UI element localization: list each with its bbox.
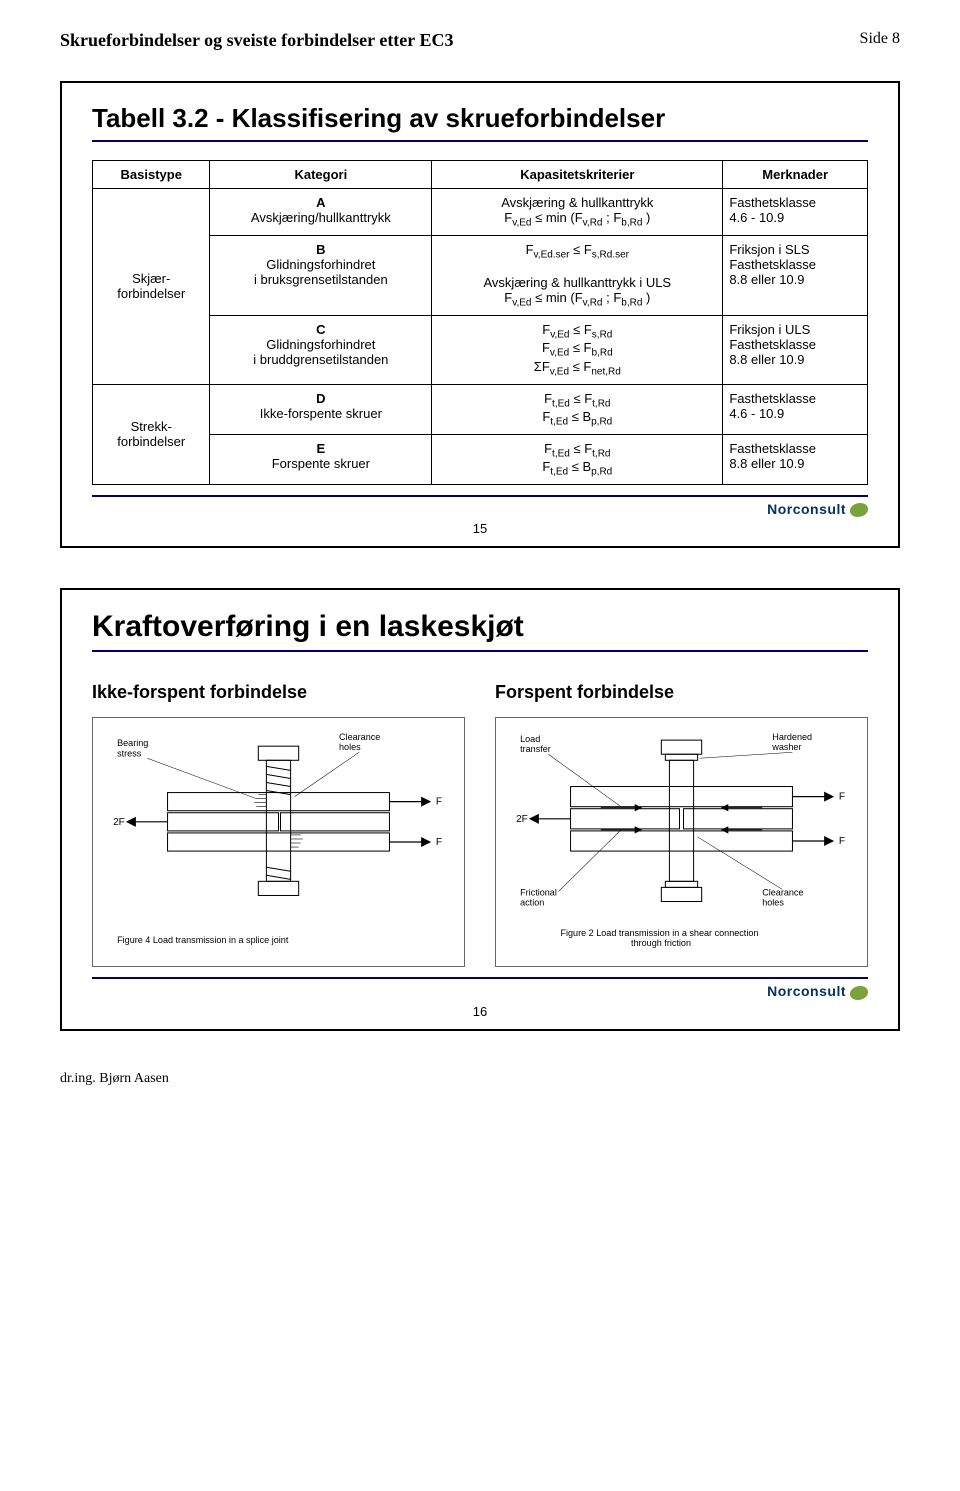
brand-text: Norconsult bbox=[767, 501, 846, 517]
svg-text:Clearance: Clearance bbox=[762, 888, 803, 898]
svg-text:F: F bbox=[839, 836, 845, 847]
svg-text:Bearing: Bearing bbox=[117, 738, 148, 748]
th-basistype: Basistype bbox=[93, 161, 210, 189]
slide-number: 16 bbox=[92, 1004, 868, 1019]
fig-caption: Figure 4 Load transmission in a splice j… bbox=[117, 935, 289, 945]
cell-krit: Avskjæring & hullkanttrykkFv,Ed ≤ min (F… bbox=[432, 189, 723, 236]
divider bbox=[92, 977, 868, 979]
svg-text:2F: 2F bbox=[113, 817, 125, 828]
cell-kat: DIkke-forspente skruer bbox=[210, 384, 432, 434]
header-right: Side 8 bbox=[860, 30, 900, 51]
brand-icon bbox=[849, 503, 869, 517]
cell-krit: Ft,Ed ≤ Ft,RdFt,Ed ≤ Bp,Rd bbox=[432, 384, 723, 434]
slide-number: 15 bbox=[92, 521, 868, 536]
cell-merk: Fasthetsklasse8.8 eller 10.9 bbox=[723, 434, 868, 484]
two-column-layout: Ikke-forspent forbindelse bbox=[92, 682, 868, 967]
brand-logo: Norconsult bbox=[92, 501, 868, 517]
th-merknader: Merknader bbox=[723, 161, 868, 189]
divider bbox=[92, 495, 868, 497]
svg-text:transfer: transfer bbox=[520, 744, 551, 754]
brand-text: Norconsult bbox=[767, 983, 846, 999]
svg-text:holes: holes bbox=[762, 898, 784, 908]
fig-caption: Figure 2 Load transmission in a shear co… bbox=[560, 928, 758, 938]
cell-krit: Fv,Ed ≤ Fs,RdFv,Ed ≤ Fb,RdΣFv,Ed ≤ Fnet,… bbox=[432, 315, 723, 384]
right-heading: Forspent forbindelse bbox=[495, 682, 868, 703]
classification-table: Basistype Kategori Kapasitetskriterier M… bbox=[92, 160, 868, 485]
svg-text:Frictional: Frictional bbox=[520, 888, 557, 898]
header-left: Skrueforbindelser og sveiste forbindelse… bbox=[60, 30, 453, 51]
cell-merk: Fasthetsklasse4.6 - 10.9 bbox=[723, 189, 868, 236]
svg-text:Hardened: Hardened bbox=[772, 732, 812, 742]
svg-text:Load: Load bbox=[520, 734, 540, 744]
right-column: Forspent forbindelse bbox=[495, 682, 868, 967]
splice-joint-diagram: F F 2F Bearing stress Clearance holes Fi… bbox=[92, 717, 465, 967]
divider bbox=[92, 140, 868, 142]
cell-merk: Friksjon i SLSFasthetsklasse8.8 eller 10… bbox=[723, 235, 868, 315]
cell-kat: AAvskjæring/hullkanttrykk bbox=[210, 189, 432, 236]
th-kapasitet: Kapasitetskriterier bbox=[432, 161, 723, 189]
svg-text:stress: stress bbox=[117, 748, 142, 758]
cell-basis: Strekk-forbindelser bbox=[93, 384, 210, 484]
svg-text:action: action bbox=[520, 898, 544, 908]
left-column: Ikke-forspent forbindelse bbox=[92, 682, 465, 967]
svg-text:through friction: through friction bbox=[631, 938, 691, 948]
cell-basis: Skjær-forbindelser bbox=[93, 189, 210, 385]
brand-icon bbox=[849, 986, 869, 1000]
left-heading: Ikke-forspent forbindelse bbox=[92, 682, 465, 703]
cell-kat: BGlidningsforhindreti bruksgrensetilstan… bbox=[210, 235, 432, 315]
svg-text:F: F bbox=[436, 797, 442, 808]
svg-text:washer: washer bbox=[771, 742, 801, 752]
th-kategori: Kategori bbox=[210, 161, 432, 189]
cell-kat: EForspente skruer bbox=[210, 434, 432, 484]
brand-logo: Norconsult bbox=[92, 983, 868, 999]
svg-text:F: F bbox=[436, 837, 442, 848]
slide-1: Tabell 3.2 - Klassifisering av skrueforb… bbox=[60, 81, 900, 548]
page-header: Skrueforbindelser og sveiste forbindelse… bbox=[60, 30, 900, 51]
cell-krit: Ft,Ed ≤ Ft,RdFt,Ed ≤ Bp,Rd bbox=[432, 434, 723, 484]
svg-text:2F: 2F bbox=[516, 814, 528, 825]
svg-text:F: F bbox=[839, 792, 845, 803]
slide2-title: Kraftoverføring i en laskeskjøt bbox=[92, 610, 868, 644]
svg-text:holes: holes bbox=[339, 742, 361, 752]
slide-2: Kraftoverføring i en laskeskjøt Ikke-for… bbox=[60, 588, 900, 1030]
friction-joint-diagram: F F 2F Load transfer Hardened washer Fri… bbox=[495, 717, 868, 967]
table-row: Skjær-forbindelser AAvskjæring/hullkantt… bbox=[93, 189, 868, 236]
slide1-title: Tabell 3.2 - Klassifisering av skrueforb… bbox=[92, 103, 868, 134]
cell-kat: CGlidningsforhindreti bruddgrensetilstan… bbox=[210, 315, 432, 384]
svg-text:Clearance: Clearance bbox=[339, 732, 380, 742]
page-footer: dr.ing. Bjørn Aasen bbox=[60, 1071, 900, 1087]
table-row: Strekk-forbindelser DIkke-forspente skru… bbox=[93, 384, 868, 434]
divider bbox=[92, 650, 868, 652]
cell-krit: Fv,Ed.ser ≤ Fs,Rd.serAvskjæring & hullka… bbox=[432, 235, 723, 315]
cell-merk: Friksjon i ULSFasthetsklasse8.8 eller 10… bbox=[723, 315, 868, 384]
cell-merk: Fasthetsklasse4.6 - 10.9 bbox=[723, 384, 868, 434]
